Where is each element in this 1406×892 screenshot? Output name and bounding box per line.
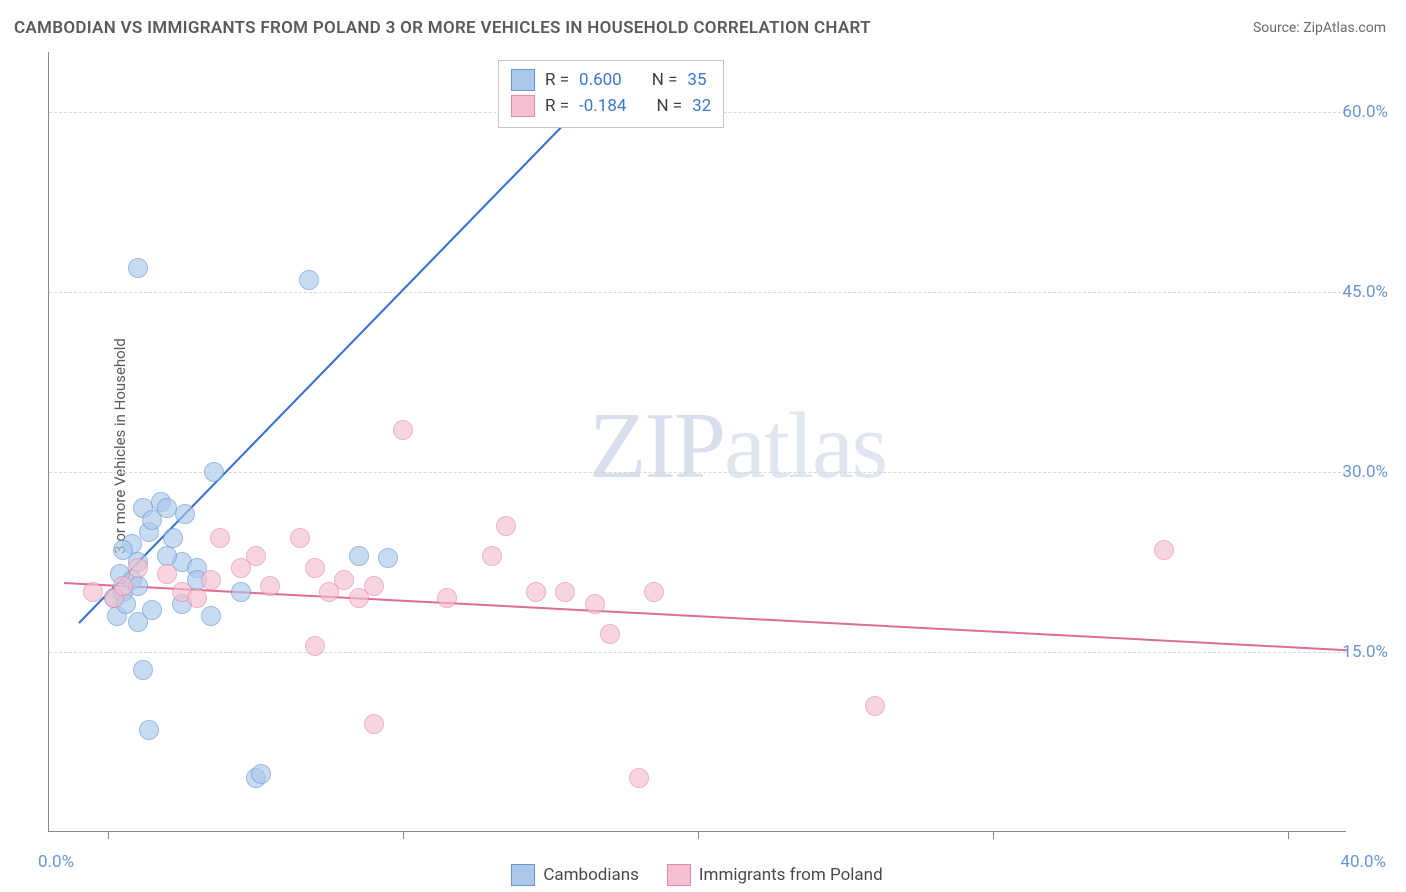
x-tick bbox=[698, 831, 699, 839]
scatter-point bbox=[305, 636, 325, 656]
x-origin-label: 0.0% bbox=[38, 852, 74, 872]
legend-item-cambodians: Cambodians bbox=[511, 864, 639, 886]
legend: Cambodians Immigrants from Poland bbox=[48, 864, 1346, 886]
x-end-label: 40.0% bbox=[1340, 852, 1386, 872]
watermark: ZIPatlas bbox=[589, 392, 886, 500]
scatter-point bbox=[349, 546, 369, 566]
scatter-point bbox=[393, 420, 413, 440]
scatter-point bbox=[865, 696, 885, 716]
y-tick-label: 45.0% bbox=[1342, 282, 1388, 302]
scatter-point bbox=[175, 504, 195, 524]
scatter-point bbox=[496, 516, 516, 536]
legend-label-cambodians: Cambodians bbox=[543, 865, 639, 885]
watermark-zip: ZIP bbox=[589, 394, 724, 498]
scatter-point bbox=[1154, 540, 1174, 560]
chart-container: CAMBODIAN VS IMMIGRANTS FROM POLAND 3 OR… bbox=[0, 0, 1406, 892]
y-tick-label: 15.0% bbox=[1342, 642, 1388, 662]
scatter-point bbox=[364, 576, 384, 596]
scatter-point bbox=[246, 546, 266, 566]
trendline bbox=[78, 76, 610, 623]
y-tick-label: 60.0% bbox=[1342, 102, 1388, 122]
source-label: Source: bbox=[1253, 20, 1303, 36]
x-tick bbox=[108, 831, 109, 839]
scatter-point bbox=[526, 582, 546, 602]
scatter-point bbox=[133, 660, 153, 680]
scatter-point bbox=[210, 528, 230, 548]
scatter-point bbox=[251, 764, 271, 784]
swatch-poland bbox=[511, 95, 535, 117]
n-label: N = bbox=[656, 96, 682, 116]
scatter-point bbox=[113, 576, 133, 596]
scatter-point bbox=[555, 582, 575, 602]
scatter-point bbox=[482, 546, 502, 566]
scatter-point bbox=[378, 548, 398, 568]
legend-swatch-poland bbox=[667, 864, 691, 886]
scatter-point bbox=[128, 258, 148, 278]
correlation-stats-box: R = 0.600 N = 35 R = -0.184 N = 32 bbox=[498, 60, 724, 128]
x-tick bbox=[993, 831, 994, 839]
legend-swatch-cambodians bbox=[511, 864, 535, 886]
r-value-poland: -0.184 bbox=[579, 96, 626, 116]
scatter-point bbox=[437, 588, 457, 608]
scatter-point bbox=[163, 528, 183, 548]
scatter-point bbox=[83, 582, 103, 602]
scatter-point bbox=[629, 768, 649, 788]
scatter-point bbox=[157, 564, 177, 584]
plot-area: ZIPatlas bbox=[48, 52, 1346, 832]
x-tick bbox=[1288, 831, 1289, 839]
scatter-point bbox=[334, 570, 354, 590]
legend-label-poland: Immigrants from Poland bbox=[699, 865, 883, 885]
x-tick bbox=[403, 831, 404, 839]
r-value-cambodians: 0.600 bbox=[579, 70, 622, 90]
scatter-point bbox=[113, 540, 133, 560]
scatter-point bbox=[139, 720, 159, 740]
scatter-point bbox=[644, 582, 664, 602]
source-value: ZipAtlas.com bbox=[1303, 20, 1386, 36]
scatter-point bbox=[142, 600, 162, 620]
watermark-atlas: atlas bbox=[724, 394, 886, 498]
scatter-point bbox=[364, 714, 384, 734]
scatter-point bbox=[305, 558, 325, 578]
scatter-point bbox=[585, 594, 605, 614]
chart-title: CAMBODIAN VS IMMIGRANTS FROM POLAND 3 OR… bbox=[14, 18, 871, 38]
gridline bbox=[49, 292, 1346, 293]
scatter-point bbox=[260, 576, 280, 596]
scatter-point bbox=[290, 528, 310, 548]
trendline bbox=[64, 582, 1347, 651]
scatter-point bbox=[157, 546, 177, 566]
swatch-cambodians bbox=[511, 69, 535, 91]
scatter-point bbox=[299, 270, 319, 290]
y-tick-label: 30.0% bbox=[1342, 462, 1388, 482]
gridline bbox=[49, 652, 1346, 653]
n-label: N = bbox=[652, 70, 678, 90]
scatter-point bbox=[187, 588, 207, 608]
r-label: R = bbox=[545, 70, 569, 90]
gridline bbox=[49, 472, 1346, 473]
scatter-point bbox=[204, 462, 224, 482]
scatter-point bbox=[201, 606, 221, 626]
scatter-point bbox=[231, 582, 251, 602]
stats-row-cambodians: R = 0.600 N = 35 bbox=[511, 67, 711, 93]
n-value-cambodians: 35 bbox=[687, 70, 706, 90]
source-attribution: Source: ZipAtlas.com bbox=[1253, 20, 1386, 36]
scatter-point bbox=[201, 570, 221, 590]
stats-row-poland: R = -0.184 N = 32 bbox=[511, 93, 711, 119]
scatter-point bbox=[128, 558, 148, 578]
scatter-point bbox=[600, 624, 620, 644]
legend-item-poland: Immigrants from Poland bbox=[667, 864, 883, 886]
n-value-poland: 32 bbox=[692, 96, 711, 116]
r-label: R = bbox=[545, 96, 569, 116]
